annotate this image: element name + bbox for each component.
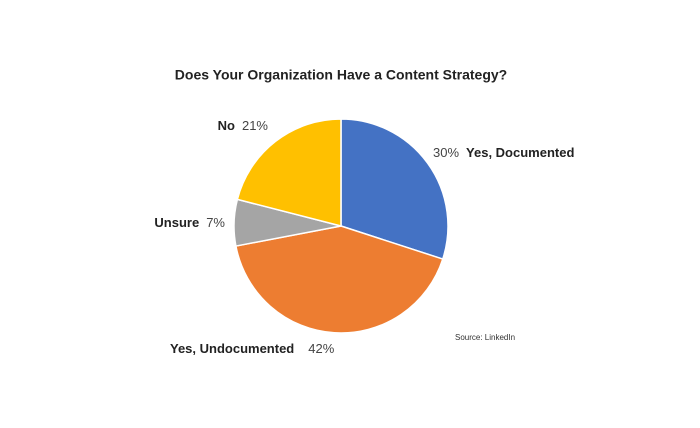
data-label: No 21% bbox=[218, 118, 269, 133]
source-note: Source: LinkedIn bbox=[455, 333, 515, 342]
value-label: 30% bbox=[433, 145, 459, 160]
value-label: 7% bbox=[206, 215, 225, 230]
data-label: Unsure 7% bbox=[154, 215, 225, 230]
value-label: 42% bbox=[308, 341, 334, 356]
pie-slice bbox=[236, 118, 342, 227]
category-label: Unsure bbox=[154, 215, 199, 230]
category-label: No bbox=[218, 118, 235, 133]
category-label: Yes, Undocumented bbox=[170, 341, 294, 356]
category-label: Yes, Documented bbox=[466, 145, 574, 160]
pie-slice bbox=[340, 118, 449, 261]
value-label: 21% bbox=[242, 118, 268, 133]
data-label: 30% Yes, Documented bbox=[433, 145, 574, 160]
data-label: Yes, Undocumented 42% bbox=[170, 341, 335, 356]
chart-title: Does Your Organization Have a Content St… bbox=[175, 67, 507, 83]
pie-slice bbox=[235, 225, 444, 334]
